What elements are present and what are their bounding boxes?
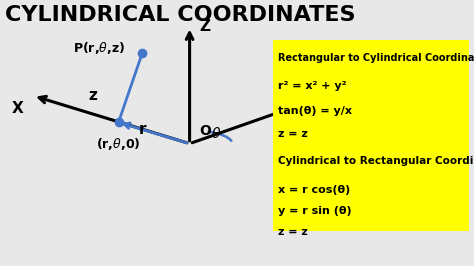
Text: Y: Y — [351, 96, 362, 111]
Text: $\theta$: $\theta$ — [210, 126, 221, 140]
Text: O: O — [199, 124, 211, 138]
Text: Rectangular to Cylindrical Coordinates:: Rectangular to Cylindrical Coordinates: — [278, 53, 474, 63]
Text: r² = x² + y²: r² = x² + y² — [278, 81, 347, 91]
Text: z = z: z = z — [278, 129, 308, 139]
Text: x = r cos(θ): x = r cos(θ) — [278, 185, 350, 195]
Text: z = z: z = z — [278, 227, 308, 238]
Text: Z: Z — [199, 19, 210, 34]
Text: X: X — [12, 101, 24, 116]
Text: tan(θ) = y/x: tan(θ) = y/x — [278, 106, 352, 117]
Bar — [273, 40, 469, 231]
Text: r: r — [138, 122, 146, 136]
Text: z: z — [88, 88, 97, 103]
Text: P(r,$\theta$,z): P(r,$\theta$,z) — [73, 40, 126, 56]
Text: y = r sin (θ): y = r sin (θ) — [278, 206, 352, 216]
Text: CYLINDRICAL COORDINATES: CYLINDRICAL COORDINATES — [5, 5, 356, 25]
Text: Cylindrical to Rectangular Coordinates: Cylindrical to Rectangular Coordinates — [278, 156, 474, 166]
Text: (r,$\theta$,0): (r,$\theta$,0) — [96, 136, 141, 152]
